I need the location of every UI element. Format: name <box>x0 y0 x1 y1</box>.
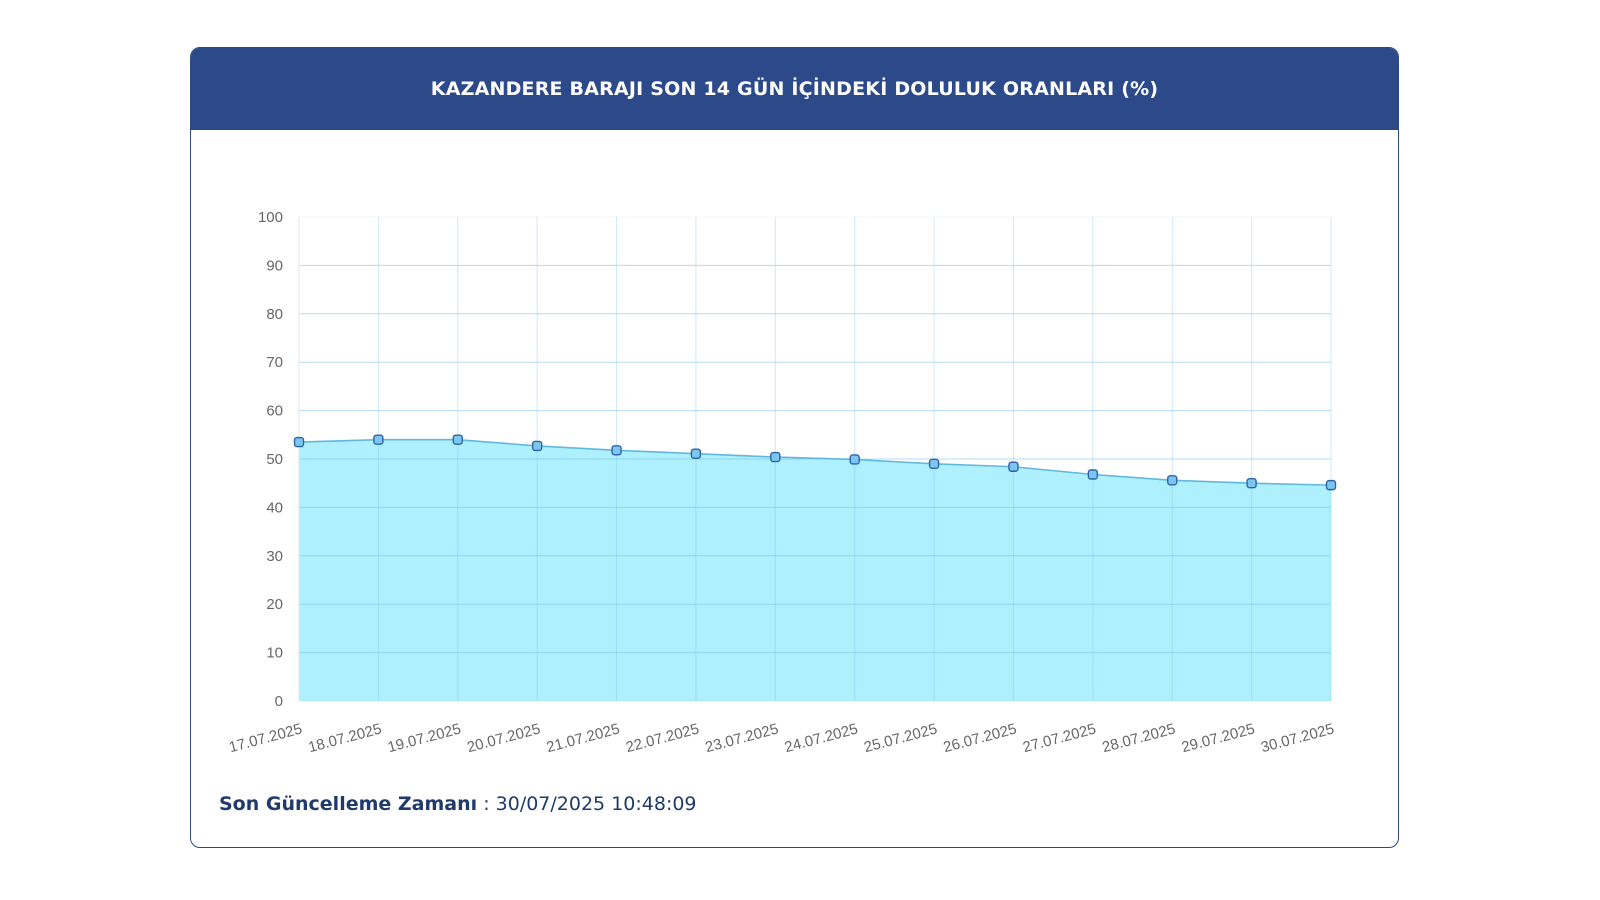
y-tick-label: 90 <box>266 257 283 274</box>
chart-title: KAZANDERE BARAJI SON 14 GÜN İÇİNDEKİ DOL… <box>430 78 1159 100</box>
x-tick-label: 18.07.2025 <box>307 720 384 756</box>
y-tick-label: 0 <box>275 693 283 710</box>
y-tick-label: 20 <box>266 596 283 613</box>
x-tick-label: 22.07.2025 <box>624 720 701 756</box>
y-tick-label: 70 <box>266 354 283 371</box>
data-point <box>690 448 702 459</box>
y-tick-label: 100 <box>258 209 283 226</box>
data-point <box>373 434 384 445</box>
x-tick-label: 27.07.2025 <box>1021 720 1098 756</box>
y-tick-label: 40 <box>266 499 283 516</box>
x-tick-label: 23.07.2025 <box>703 720 780 756</box>
data-point <box>770 451 781 463</box>
fill-rate-chart: 0 10 20 30 40 50 60 70 80 90 100 17.07.2025 18.07.20… <box>227 209 1337 756</box>
data-point <box>849 454 860 465</box>
data-point <box>1167 475 1178 486</box>
data-point <box>1325 479 1337 491</box>
x-tick-label: 20.07.2025 <box>465 720 542 756</box>
last-update-label: Son Güncelleme Zamanı <box>219 793 478 815</box>
x-tick-label: 28.07.2025 <box>1100 720 1177 756</box>
x-tick-label: 21.07.2025 <box>545 720 622 756</box>
data-point <box>531 440 543 452</box>
x-tick-label: 19.07.2025 <box>386 720 463 756</box>
x-tick-label: 25.07.2025 <box>862 720 939 756</box>
data-point <box>1008 461 1019 472</box>
chart-card: KAZANDERE BARAJI SON 14 GÜN İÇİNDEKİ DOL… <box>190 47 1399 848</box>
card-header: KAZANDERE BARAJI SON 14 GÜN İÇİNDEKİ DOL… <box>191 48 1398 130</box>
y-tick-label: 80 <box>266 306 283 323</box>
y-tick-label: 50 <box>266 451 283 468</box>
series-line <box>298 438 1332 486</box>
y-tick-label: 60 <box>266 403 283 420</box>
data-point <box>611 445 622 456</box>
last-update-separator: : <box>477 793 496 815</box>
last-update: Son Güncelleme Zamanı : 30/07/2025 10:48… <box>219 793 697 815</box>
x-tick-label: 26.07.2025 <box>942 720 1019 756</box>
y-tick-label: 30 <box>266 548 283 565</box>
area-fill <box>299 439 1331 701</box>
data-point <box>452 434 463 445</box>
y-tick-label: 10 <box>266 645 283 662</box>
data-point <box>1246 478 1257 489</box>
data-point <box>928 458 940 470</box>
x-tick-label: 29.07.2025 <box>1180 720 1257 756</box>
data-point <box>293 436 305 448</box>
x-tick-label: 24.07.2025 <box>783 720 860 756</box>
x-tick-label: 30.07.2025 <box>1259 720 1336 756</box>
last-update-value: 30/07/2025 10:48:09 <box>495 793 697 815</box>
data-point <box>1087 469 1099 480</box>
x-tick-label: 17.07.2025 <box>227 720 304 756</box>
